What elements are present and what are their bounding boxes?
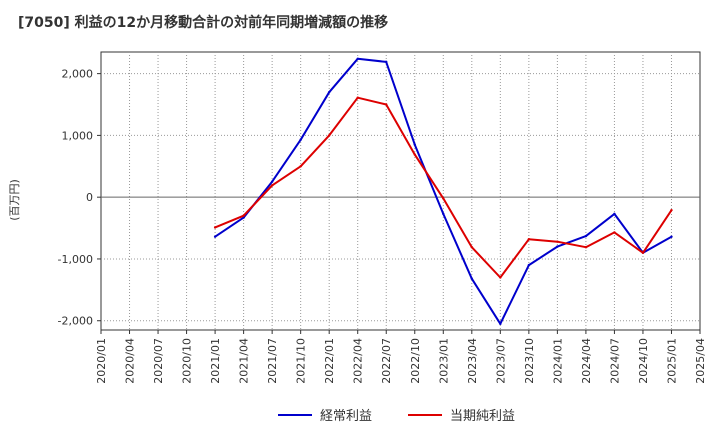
y-tick-label: 2,000 — [62, 68, 94, 81]
data-point — [670, 235, 673, 238]
x-tick-label: 2023/01 — [437, 338, 450, 384]
x-tick-label: 2023/10 — [523, 338, 536, 384]
x-tick-label: 2022/01 — [323, 338, 336, 384]
data-point — [299, 165, 302, 168]
legend-label-ordinary-profit: 経常利益 — [320, 409, 372, 424]
data-point — [213, 235, 217, 238]
data-point — [527, 237, 531, 241]
x-tick-label: 2020/04 — [124, 338, 137, 384]
x-tick-label: 2025/04 — [694, 338, 707, 384]
data-point — [556, 245, 559, 248]
x-tick-label: 2023/07 — [494, 338, 507, 384]
data-point — [442, 197, 445, 200]
data-point — [556, 240, 559, 243]
x-tick-label: 2024/01 — [551, 338, 564, 384]
x-axis: 2020/01 2020/04 2020/07 2020/10 2021/01 2021/… — [95, 330, 707, 384]
data-point — [470, 246, 474, 249]
y-axis-label: (百万円) — [8, 179, 21, 221]
data-point — [470, 277, 474, 280]
x-tick-label: 2020/10 — [181, 338, 194, 384]
plot-area — [100, 51, 701, 331]
data-point — [327, 90, 331, 94]
x-tick-label: 2025/01 — [665, 338, 678, 384]
x-tick-label: 2022/04 — [352, 338, 365, 384]
data-point — [242, 214, 245, 217]
data-point — [584, 234, 588, 238]
grid-lines — [101, 52, 700, 330]
data-point — [356, 96, 359, 99]
data-point — [270, 184, 274, 187]
x-tick-label: 2021/01 — [209, 338, 222, 384]
data-point — [442, 212, 445, 216]
x-tick-label: 2021/04 — [238, 338, 251, 384]
x-tick-label: 2024/07 — [608, 338, 621, 384]
data-point — [499, 276, 502, 279]
legend-label-net-income: 当期純利益 — [450, 409, 515, 424]
data-point — [584, 246, 588, 249]
data-point — [299, 138, 302, 141]
y-axis: 2,000 1,000 0 -1,000 -2,000 — [58, 68, 101, 328]
x-tick-label: 2022/07 — [380, 338, 393, 384]
x-tick-label: 2024/10 — [637, 338, 650, 384]
data-point — [356, 57, 359, 60]
y-tick-label: -2,000 — [58, 315, 93, 328]
legend: 経常利益 当期純利益 — [278, 409, 515, 424]
y-tick-label: 1,000 — [62, 129, 94, 142]
data-point — [527, 263, 531, 267]
data-point — [413, 143, 416, 146]
x-tick-label: 2022/10 — [409, 338, 422, 384]
y-tick-label: 0 — [86, 191, 93, 204]
data-point — [327, 134, 331, 137]
x-tick-label: 2023/04 — [466, 338, 479, 384]
data-point — [641, 251, 645, 254]
data-point — [613, 231, 616, 234]
x-tick-label: 2020/01 — [95, 338, 108, 384]
data-point — [499, 322, 502, 326]
x-tick-label: 2021/10 — [295, 338, 308, 384]
data-point — [670, 208, 673, 212]
data-point — [385, 60, 388, 64]
chart-title: [7050] 利益の12か月移動合計の対前年同期増減額の推移 — [18, 14, 388, 31]
data-point — [613, 212, 616, 216]
x-tick-label: 2020/07 — [152, 338, 165, 384]
series-lines — [213, 57, 673, 326]
data-point — [213, 226, 217, 229]
x-tick-label: 2021/07 — [266, 338, 279, 384]
y-tick-label: -1,000 — [58, 253, 93, 266]
data-point — [270, 180, 274, 183]
x-tick-label: 2024/04 — [580, 338, 593, 384]
data-point — [385, 103, 388, 106]
data-point — [413, 153, 416, 156]
